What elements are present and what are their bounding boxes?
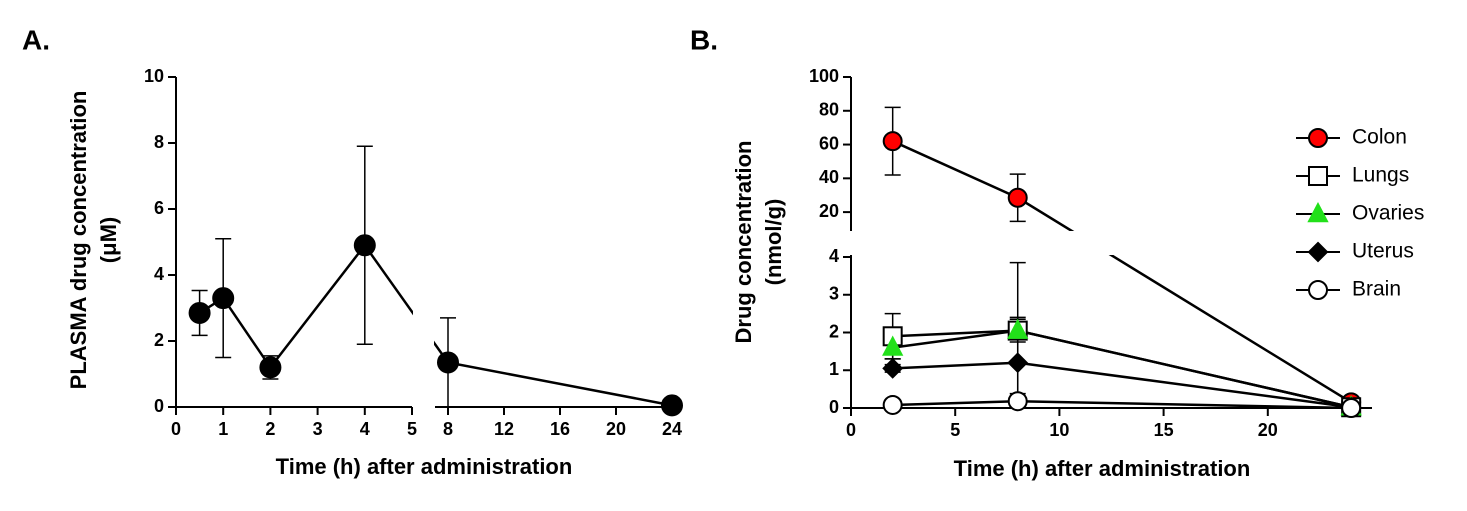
axis-break [413,60,434,406]
y-tick-label: 4 [154,264,164,284]
x-tick-label: 24 [662,419,682,439]
marker [882,394,903,415]
x-tick-label: 10 [1049,420,1069,440]
x-axis-title: Time (h) after administration [954,456,1251,481]
x-tick-label: 4 [360,419,370,439]
series-line [892,329,1352,409]
y-tick-label: 0 [154,396,164,416]
y-tick-label: 6 [154,198,164,218]
y-tick-label: 60 [819,133,839,153]
y-axis-title: PLASMA drug concentration [66,91,91,390]
x-tick-label: 8 [443,419,453,439]
series-line [892,140,1352,404]
legend-marker [1308,280,1328,300]
legend-marker [1308,128,1328,148]
y-tick-label: 10 [144,66,164,86]
x-tick-label: 15 [1154,420,1174,440]
marker [437,351,459,374]
x-tick-label: 16 [550,419,570,439]
marker [661,394,683,417]
legend-label: Uterus [1352,240,1414,263]
marker [188,301,211,324]
x-tick-label: 2 [265,419,275,439]
x-tick-label: 5 [950,420,960,440]
y-tick-label: 0 [829,397,839,417]
x-tick-label: 20 [606,419,626,439]
panel-label: A. [22,24,50,55]
series-line [892,399,1352,410]
marker [882,335,904,356]
marker [353,234,376,257]
marker [882,357,904,379]
x-tick-label: 5 [407,419,417,439]
x-tick-label: 0 [171,419,181,439]
y-tick-label: 4 [829,246,839,266]
marker [1341,398,1362,418]
x-tick-label: 12 [494,419,514,439]
marker [1007,391,1028,412]
x-tick-label: 0 [846,420,856,440]
legend-marker [1307,201,1329,223]
y-tick-label: 40 [819,167,839,187]
legend-label: Lungs [1352,164,1409,187]
y-tick-label: 8 [154,132,164,152]
y-tick-label: 80 [819,100,839,120]
legend-marker [1307,241,1329,263]
y-tick-label: 100 [809,66,839,86]
y-tick-label: 2 [829,321,839,341]
y-axis-title: Drug concentration [731,141,756,344]
y-tick-label: 1 [829,359,839,379]
marker [212,287,235,310]
x-tick-label: 20 [1258,420,1278,440]
series-line [892,361,1352,409]
legend-marker [1308,166,1328,186]
panel-label: B. [690,24,718,55]
axis-break [853,231,1383,255]
y-tick-label: 3 [829,284,839,304]
y-tick-label: 20 [819,201,839,221]
series-line [198,243,673,407]
legend-label: Ovaries [1352,202,1424,225]
y-tick-label: 2 [154,330,164,350]
marker [1007,352,1029,374]
marker [1007,318,1029,339]
x-axis-title: Time (h) after administration [276,454,573,479]
marker [882,131,903,152]
x-tick-label: 1 [218,419,228,439]
legend-label: Colon [1352,126,1407,149]
legend-label: Brain [1352,278,1401,301]
y-axis-title: (nmol/g) [761,199,786,286]
marker [259,356,282,379]
series-line [892,329,1352,409]
marker [1007,187,1028,208]
x-tick-label: 3 [313,419,323,439]
y-axis-title: (μM) [96,217,121,263]
